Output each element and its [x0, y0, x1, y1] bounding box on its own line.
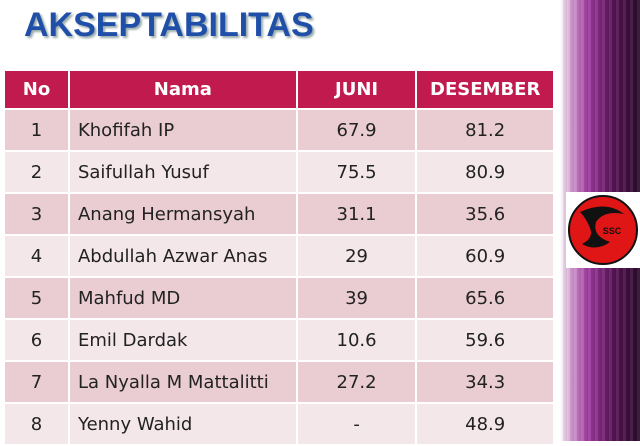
table-cell: Yenny Wahid — [67, 404, 296, 444]
table-cell: Saifullah Yusuf — [67, 152, 296, 192]
table-cell: 4 — [5, 236, 68, 276]
table-cell: 35.6 — [415, 194, 553, 234]
table-cell: Abdullah Azwar Anas — [67, 236, 296, 276]
table-cell: 27.2 — [295, 362, 416, 402]
table-cell: 2 — [5, 152, 68, 192]
table-row: 6 Emil Dardak 10.6 59.6 — [5, 320, 553, 360]
header-row: No Nama JUNI DESEMBER — [5, 71, 553, 108]
table-cell: 31.1 — [295, 194, 416, 234]
column-header: JUNI — [295, 71, 416, 108]
table-cell: Emil Dardak — [67, 320, 296, 360]
table-cell: 10.6 — [295, 320, 416, 360]
table-row: 8 Yenny Wahid -48.9 — [5, 404, 553, 444]
table-cell: 65.6 — [415, 278, 553, 318]
column-header: DESEMBER — [415, 71, 553, 108]
slide-title: AKSEPTABILITAS — [24, 6, 314, 44]
table-cell: 81.2 — [415, 110, 553, 150]
table-cell: Anang Hermansyah — [67, 194, 296, 234]
table-cell: 34.3 — [415, 362, 553, 402]
table-cell: Khofifah IP — [67, 110, 296, 150]
logo-text: SSC — [603, 226, 622, 236]
table-cell: 8 — [5, 404, 68, 444]
table-row: 3 Anang Hermansyah 31.1 35.6 — [5, 194, 553, 234]
table-cell: 7 — [5, 362, 68, 402]
table-cell: 75.5 — [295, 152, 416, 192]
table-cell: 5 — [5, 278, 68, 318]
table-cell: 1 — [5, 110, 68, 150]
table-cell: 48.9 — [415, 404, 553, 444]
table-cell: 39 — [295, 278, 416, 318]
column-header: No — [5, 71, 68, 108]
table-cell: 29 — [295, 236, 416, 276]
table-cell: - — [295, 404, 416, 444]
table-body: 1 Khofifah IP 67.9 81.2 2 Saifullah Yusuf 75.5… — [5, 110, 553, 444]
column-header: Nama — [67, 71, 296, 108]
table-row: 4 Abdullah Azwar Anas 29 60.9 — [5, 236, 553, 276]
table-cell: 59.6 — [415, 320, 553, 360]
table-cell: 67.9 — [295, 110, 416, 150]
table-row: 7 La Nyalla M Mattalitti 27.2 34.3 — [5, 362, 553, 402]
logo: SSC — [566, 192, 640, 268]
table-cell: 6 — [5, 320, 68, 360]
table-cell: 80.9 — [415, 152, 553, 192]
table-row: 2 Saifullah Yusuf 75.5 80.9 — [5, 152, 553, 192]
table-row: 5 Mahfud MD 39 65.6 — [5, 278, 553, 318]
table-cell: La Nyalla M Mattalitti — [67, 362, 296, 402]
table-cell: Mahfud MD — [67, 278, 296, 318]
table-cell: 60.9 — [415, 236, 553, 276]
data-table: No Nama JUNI DESEMBER 1 Khofifah IP 67.9 81.2 2… — [5, 69, 553, 446]
table-row: 1 Khofifah IP 67.9 81.2 — [5, 110, 553, 150]
table-cell: 3 — [5, 194, 68, 234]
